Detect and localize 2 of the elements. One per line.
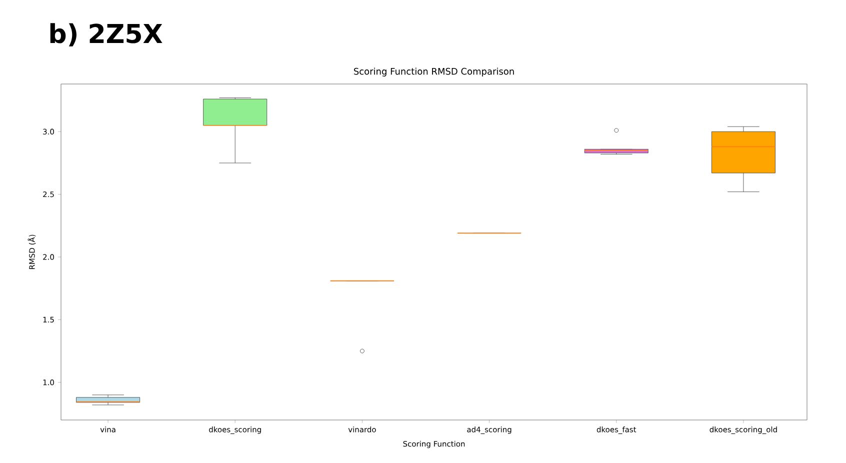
text: b) 2Z5X xyxy=(50,23,162,46)
chart-title: Scoring Function RMSD Comparison xyxy=(354,68,514,76)
